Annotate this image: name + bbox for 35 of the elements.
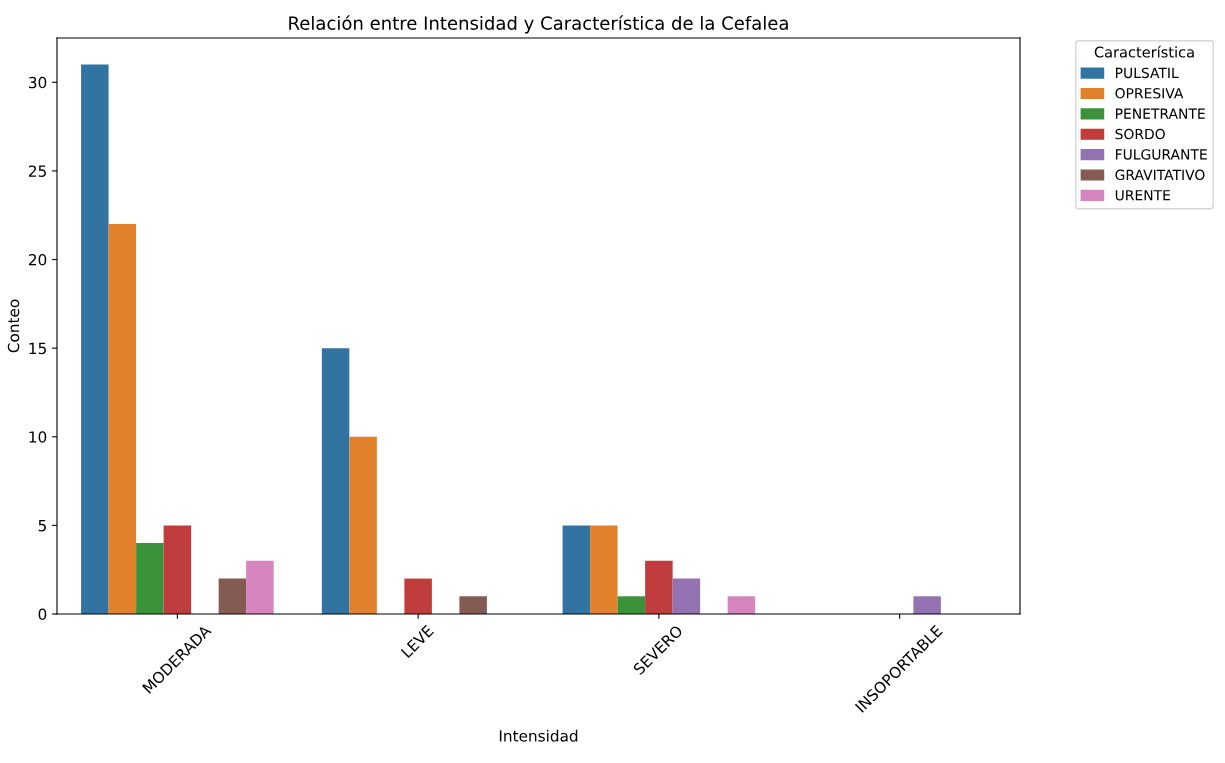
bar bbox=[218, 578, 247, 614]
bar bbox=[672, 578, 701, 614]
bar bbox=[349, 436, 377, 614]
bar bbox=[727, 596, 756, 614]
legend-label: PULSATIL bbox=[1115, 67, 1179, 79]
bar bbox=[913, 596, 941, 614]
legend-label: URENTE bbox=[1115, 190, 1170, 201]
x-axis-title: Intensidad bbox=[499, 729, 578, 742]
y-tick-label: 25 bbox=[28, 165, 46, 177]
legend-label: PENETRANTE bbox=[1115, 108, 1205, 119]
legend-label: FULGURANTE bbox=[1115, 149, 1207, 160]
bar bbox=[404, 578, 432, 614]
bar bbox=[246, 560, 274, 614]
y-axis-title: Conteo bbox=[7, 299, 20, 353]
legend-label: OPRESIVA bbox=[1115, 88, 1184, 99]
legend-label: SORDO bbox=[1115, 128, 1165, 140]
chart-title: Relación entre Intensidad y Característica de la Cefalea bbox=[289, 15, 788, 34]
bar bbox=[459, 596, 487, 614]
bar bbox=[645, 560, 673, 614]
legend-title: Característica bbox=[1094, 45, 1194, 58]
legend-label: GRAVITATIVO bbox=[1115, 169, 1205, 181]
y-tick-label: 30 bbox=[29, 76, 47, 89]
bar bbox=[136, 543, 164, 614]
bar bbox=[81, 64, 109, 614]
y-tick-label: 0 bbox=[38, 608, 47, 621]
y-tick-label: 10 bbox=[29, 431, 47, 443]
y-tick-label: 15 bbox=[29, 342, 46, 355]
bar bbox=[617, 596, 646, 614]
bar bbox=[321, 348, 350, 614]
y-tick-label: 5 bbox=[38, 520, 46, 532]
bar bbox=[163, 525, 192, 614]
bar bbox=[562, 525, 591, 614]
bar bbox=[590, 525, 618, 614]
y-tick-label: 20 bbox=[28, 254, 47, 266]
bar bbox=[108, 224, 137, 614]
